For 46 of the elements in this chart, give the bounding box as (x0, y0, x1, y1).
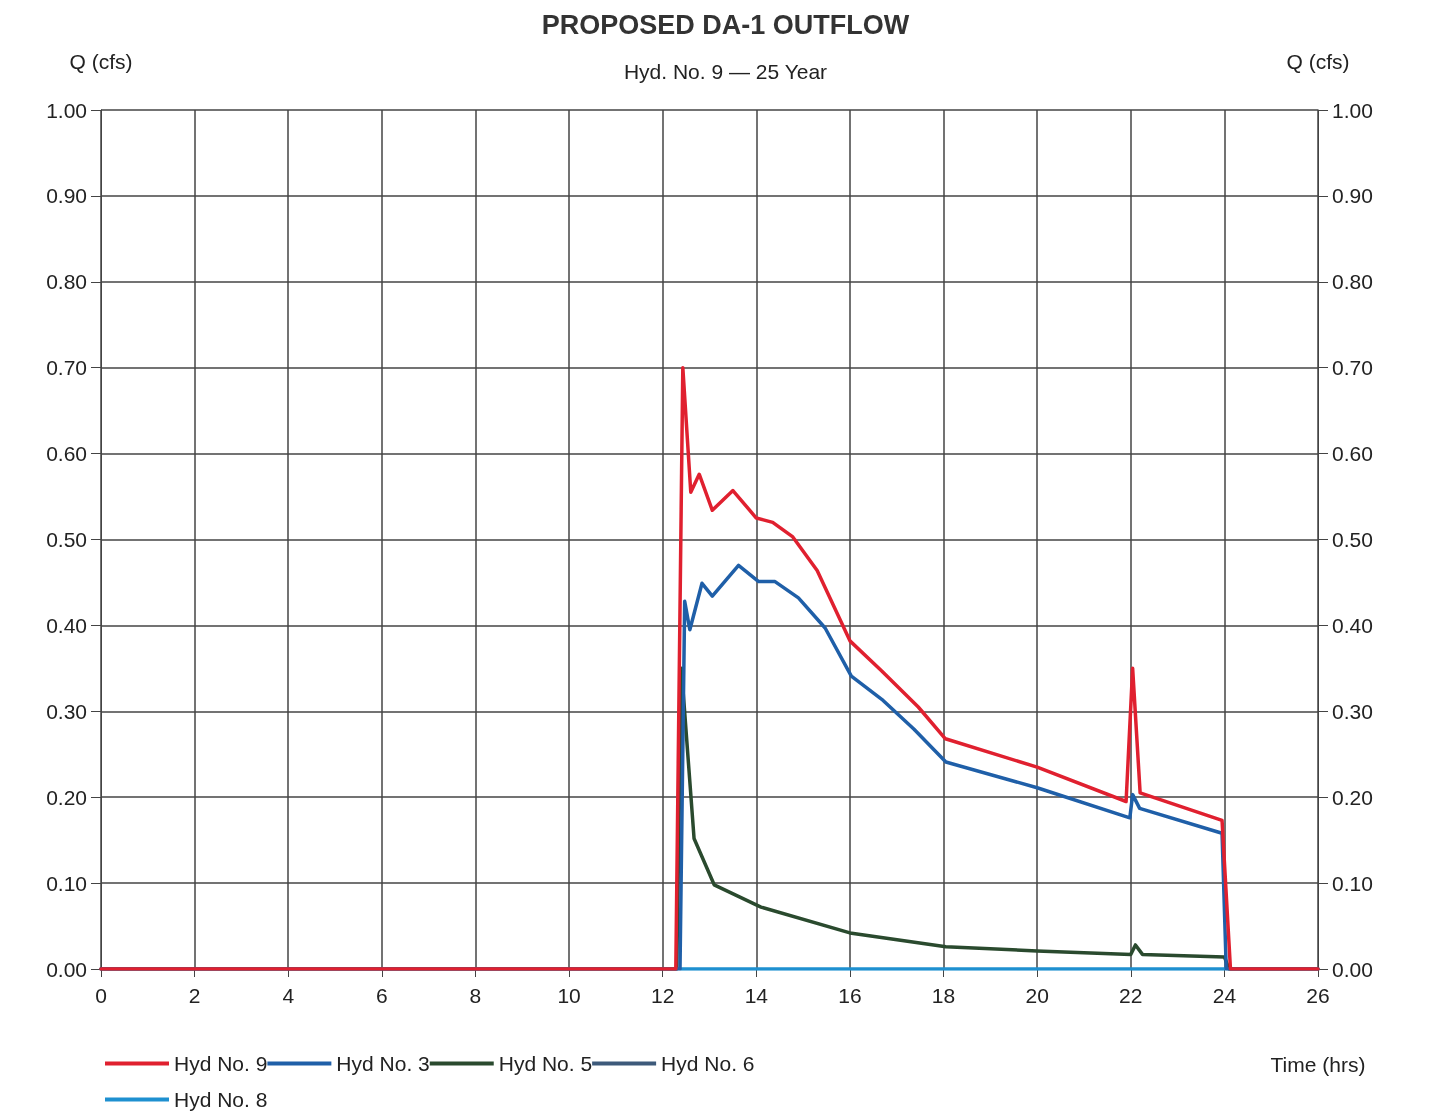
x-tick-label: 2 (188, 984, 201, 1007)
x-tick-label: 20 (1025, 984, 1049, 1007)
y2-tick-label: 0.90 (1332, 184, 1373, 208)
x-tick-label: 6 (376, 984, 388, 1007)
x-tick-label: 22 (1119, 984, 1143, 1007)
y-tick-label: 0.10 (46, 871, 87, 895)
x-axis-title: Time (hrs) (1270, 1053, 1366, 1076)
y-tick-label: 0.00 (46, 957, 87, 981)
y2-tick-label: 0.40 (1332, 613, 1373, 637)
y-tick-label: 0.50 (46, 528, 87, 551)
y2-tick-label: 0.70 (1332, 356, 1373, 380)
y-tick-label: 0.40 (46, 613, 87, 637)
y2-tick-label: 0.00 (1332, 957, 1373, 981)
x-tick-label: 12 (651, 984, 675, 1007)
x-tick-label: 16 (838, 984, 862, 1007)
legend-label: Hyd No. 5 (498, 1052, 593, 1075)
chart-subtitle: Hyd. No. 9 — 25 Year (623, 60, 828, 83)
y-tick-label: 1.00 (46, 98, 87, 122)
y2-tick-label: 0.20 (1332, 785, 1373, 809)
y2-tick-label: 0.50 (1332, 528, 1373, 551)
legend-label: Hyd No. 9 (174, 1052, 268, 1075)
y-axis-title: Q (cfs) (69, 50, 133, 73)
x-tick-label: 24 (1212, 984, 1237, 1007)
x-tick-label: 4 (282, 984, 295, 1007)
y2-tick-label: 0.80 (1332, 270, 1373, 294)
y-tick-label: 0.30 (46, 699, 87, 723)
x-tick-label: 0 (95, 984, 107, 1007)
chart-title: PROPOSED DA-1 OUTFLOW (541, 9, 910, 40)
y-tick-label: 0.70 (46, 356, 87, 380)
legend-label: Hyd No. 8 (174, 1088, 268, 1111)
x-tick-label: 14 (744, 984, 769, 1007)
y2-axis-title: Q (cfs) (1286, 50, 1350, 73)
legend-label: Hyd No. 6 (661, 1052, 755, 1075)
x-tick-label: 8 (469, 984, 482, 1007)
y-tick-label: 0.60 (46, 442, 87, 466)
x-tick-label: 26 (1306, 984, 1330, 1007)
y-tick-label: 0.20 (46, 785, 87, 809)
y2-tick-label: 0.30 (1332, 699, 1373, 723)
y2-tick-label: 1.00 (1332, 98, 1373, 122)
y-tick-label: 0.90 (46, 184, 87, 208)
y2-tick-label: 0.60 (1332, 442, 1373, 466)
legend-label: Hyd No. 3 (336, 1052, 430, 1075)
x-tick-label: 10 (557, 984, 581, 1007)
y-tick-label: 0.80 (46, 270, 87, 294)
x-tick-label: 18 (931, 984, 956, 1007)
y2-tick-label: 0.10 (1332, 871, 1373, 895)
